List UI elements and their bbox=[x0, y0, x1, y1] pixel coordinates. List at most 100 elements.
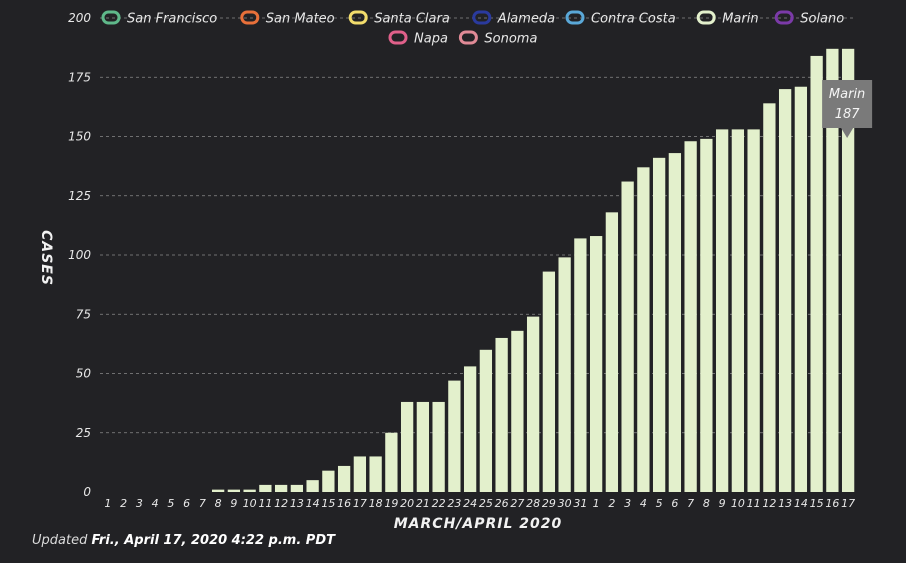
x-tick-label: 4 bbox=[640, 497, 647, 510]
legend-label[interactable]: Napa bbox=[414, 32, 448, 47]
x-tick-label: 29 bbox=[542, 497, 556, 510]
x-tick-label: 22 bbox=[432, 497, 446, 510]
bar[interactable] bbox=[763, 103, 776, 492]
legend-swatch[interactable] bbox=[774, 10, 794, 25]
bar[interactable] bbox=[794, 86, 808, 492]
bar[interactable] bbox=[826, 48, 839, 493]
legend-swatch[interactable] bbox=[696, 10, 716, 25]
bar[interactable] bbox=[290, 484, 304, 492]
legend-label[interactable]: San Francisco bbox=[127, 12, 217, 27]
y-tick-label: 175 bbox=[68, 70, 91, 84]
x-tick-label: 10 bbox=[731, 497, 745, 510]
bar[interactable] bbox=[715, 129, 729, 492]
bar[interactable] bbox=[605, 212, 619, 492]
x-tick-label: 17 bbox=[353, 497, 367, 510]
legend-swatch[interactable] bbox=[472, 10, 492, 25]
bar[interactable] bbox=[841, 48, 855, 493]
legend-swatch[interactable] bbox=[458, 30, 478, 45]
x-tick-label: 24 bbox=[463, 497, 477, 510]
tooltip-series: Marin bbox=[829, 87, 865, 102]
x-tick-label: 14 bbox=[306, 497, 320, 510]
x-tick-label: 7 bbox=[199, 497, 206, 510]
x-tick-label: 13 bbox=[778, 497, 792, 510]
x-tick-label: 2 bbox=[120, 497, 127, 510]
bar[interactable] bbox=[731, 129, 745, 492]
x-tick-label: 25 bbox=[479, 497, 493, 510]
bar[interactable] bbox=[810, 55, 823, 493]
bar[interactable] bbox=[369, 456, 382, 492]
x-tick-label: 5 bbox=[656, 497, 663, 510]
x-tick-label: 15 bbox=[810, 497, 824, 510]
x-tick-label: 3 bbox=[624, 497, 631, 510]
bar[interactable] bbox=[558, 257, 571, 492]
bar[interactable] bbox=[542, 271, 556, 492]
bar[interactable] bbox=[652, 157, 666, 492]
x-tick-label: 16 bbox=[337, 497, 351, 510]
legend-label[interactable]: Marin bbox=[722, 12, 758, 27]
legend-swatch[interactable] bbox=[240, 10, 260, 25]
x-tick-label: 18 bbox=[369, 497, 383, 510]
bar[interactable] bbox=[778, 89, 792, 492]
bar[interactable] bbox=[322, 470, 335, 492]
y-tick-label: 75 bbox=[76, 307, 91, 321]
y-tick-label: 150 bbox=[68, 130, 91, 144]
bar[interactable] bbox=[479, 349, 493, 492]
y-tick-label: 0 bbox=[83, 485, 91, 499]
bar[interactable] bbox=[621, 181, 634, 492]
legend-label[interactable]: Sonoma bbox=[484, 32, 537, 47]
x-tick-label: 4 bbox=[152, 497, 159, 510]
legend-label[interactable]: San Mateo bbox=[266, 12, 335, 27]
bar[interactable] bbox=[353, 456, 367, 492]
bar[interactable] bbox=[385, 432, 398, 492]
bar[interactable] bbox=[259, 484, 272, 492]
x-tick-label: 30 bbox=[558, 497, 572, 510]
bar[interactable] bbox=[574, 238, 587, 492]
bar[interactable] bbox=[511, 330, 524, 492]
bar[interactable] bbox=[495, 337, 508, 492]
x-tick-label: 1 bbox=[104, 497, 111, 510]
bar[interactable] bbox=[747, 129, 760, 492]
x-tick-label: 11 bbox=[747, 497, 761, 510]
legend-label[interactable]: Alameda bbox=[497, 12, 555, 27]
bar[interactable] bbox=[227, 489, 241, 492]
bar[interactable] bbox=[243, 489, 256, 492]
bar[interactable] bbox=[400, 401, 414, 492]
bar[interactable] bbox=[211, 489, 225, 492]
bar[interactable] bbox=[668, 153, 682, 492]
legend-label[interactable]: Santa Clara bbox=[374, 12, 450, 27]
bar[interactable] bbox=[637, 167, 650, 492]
x-tick-label: 28 bbox=[526, 497, 540, 510]
legend-swatch[interactable] bbox=[348, 10, 368, 25]
x-tick-label: 7 bbox=[687, 497, 694, 510]
bar[interactable] bbox=[432, 401, 445, 492]
y-axis-title: CASES bbox=[38, 230, 54, 286]
bar[interactable] bbox=[684, 141, 697, 493]
bar[interactable] bbox=[589, 236, 603, 492]
bar[interactable] bbox=[448, 380, 461, 492]
bar[interactable] bbox=[274, 484, 288, 492]
x-tick-label: 9 bbox=[230, 497, 237, 510]
x-tick-label: 3 bbox=[136, 497, 143, 510]
bar[interactable] bbox=[337, 465, 351, 492]
x-tick-label: 11 bbox=[258, 497, 272, 510]
x-tick-label: 14 bbox=[794, 497, 808, 510]
legend-label[interactable]: Solano bbox=[800, 12, 844, 27]
legend-swatch[interactable] bbox=[388, 30, 408, 45]
bar[interactable] bbox=[463, 366, 477, 492]
legend-label[interactable]: Contra Costa bbox=[591, 12, 676, 27]
x-tick-label: 17 bbox=[841, 497, 855, 510]
x-axis-title: MARCH/APRIL 2020 bbox=[394, 516, 563, 532]
x-tick-label: 6 bbox=[671, 497, 678, 510]
legend-swatch[interactable] bbox=[565, 10, 585, 25]
footer-prefix: Updated bbox=[32, 533, 88, 548]
bar[interactable] bbox=[526, 316, 540, 492]
x-tick-label: 23 bbox=[447, 497, 461, 510]
legend-swatch[interactable] bbox=[101, 10, 121, 25]
bar[interactable] bbox=[306, 480, 319, 492]
bar[interactable] bbox=[700, 138, 713, 492]
x-tick-label: 21 bbox=[416, 497, 430, 510]
bar[interactable] bbox=[416, 401, 430, 492]
x-tick-label: 15 bbox=[321, 497, 335, 510]
